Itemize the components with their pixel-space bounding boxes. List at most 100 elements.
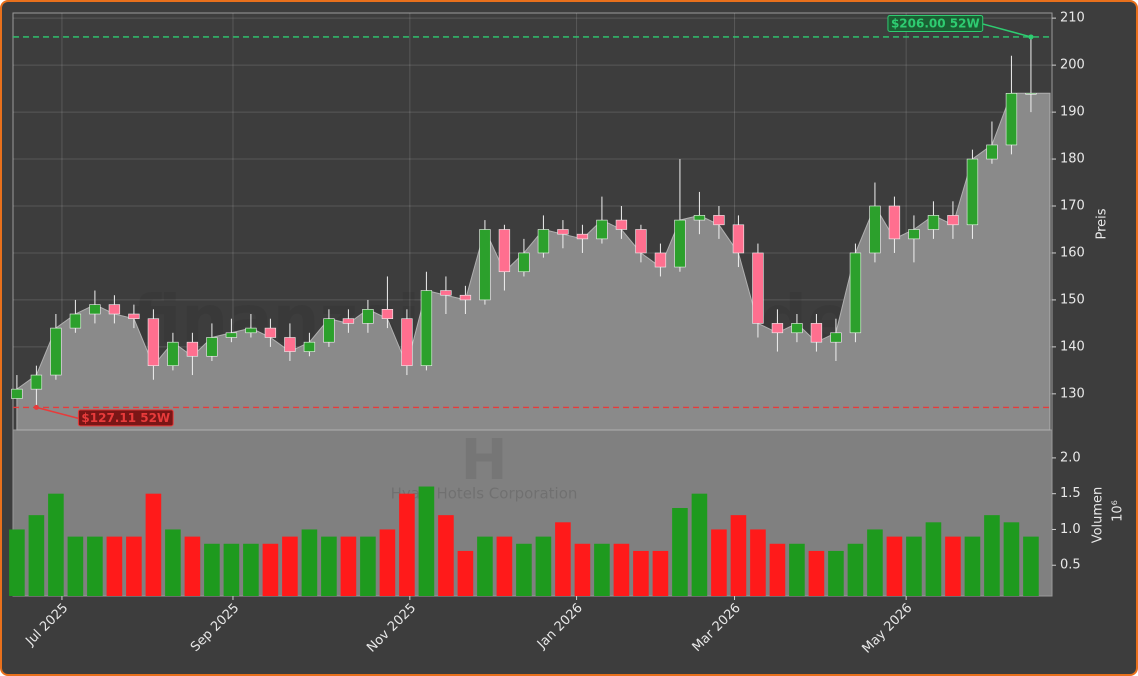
x-tick-label: Jul 2025 bbox=[23, 601, 72, 650]
volume-bar bbox=[672, 507, 688, 596]
candle-body bbox=[11, 388, 23, 399]
volume-bar bbox=[418, 486, 435, 596]
volume-bar bbox=[886, 536, 903, 596]
volume-bar bbox=[243, 543, 259, 596]
volume-bar bbox=[457, 550, 474, 596]
volume-bar bbox=[126, 536, 142, 596]
volume-bar bbox=[106, 536, 123, 596]
x-tick-label: May 2026 bbox=[860, 601, 916, 657]
candle-body bbox=[284, 337, 296, 352]
candle-body bbox=[537, 229, 550, 254]
annotation: $127.11 52W bbox=[77, 409, 174, 427]
candle-body bbox=[50, 327, 62, 376]
candle-body bbox=[615, 219, 628, 230]
candle-body bbox=[966, 158, 979, 226]
candle-body bbox=[1025, 93, 1037, 95]
candle-body bbox=[888, 205, 901, 240]
y-axis-label: Volumen bbox=[1091, 487, 1106, 544]
y-tick-label: 1.5 bbox=[1060, 486, 1081, 501]
candle-body bbox=[479, 229, 491, 301]
volume-bar bbox=[555, 522, 571, 596]
x-tick-label: Sep 2025 bbox=[188, 601, 242, 655]
candle-body bbox=[206, 337, 218, 357]
volume-bar bbox=[789, 543, 805, 596]
candle-body bbox=[693, 215, 706, 221]
candle-body bbox=[947, 215, 959, 226]
candle-body bbox=[576, 233, 589, 240]
volume-bar bbox=[906, 536, 922, 596]
annotation-box bbox=[887, 14, 984, 32]
y-axis-label: Preis bbox=[1095, 208, 1110, 239]
volume-bar bbox=[594, 543, 610, 596]
candle-body bbox=[810, 323, 823, 343]
candle-body bbox=[635, 229, 647, 254]
candle-body bbox=[147, 318, 160, 366]
annotation: $206.00 52W bbox=[887, 14, 984, 32]
volume-bar bbox=[769, 543, 786, 596]
volume-bar bbox=[204, 543, 220, 596]
candle-body bbox=[498, 229, 511, 273]
candle-body bbox=[303, 341, 316, 352]
volume-bar bbox=[496, 536, 513, 596]
volume-bar bbox=[360, 536, 376, 596]
volume-bar bbox=[9, 529, 25, 596]
x-tick-label: Nov 2025 bbox=[364, 601, 419, 656]
candle-body bbox=[108, 304, 121, 315]
volume-bar bbox=[67, 536, 84, 596]
volume-bar bbox=[730, 515, 747, 596]
x-tick-label: Mar 2026 bbox=[690, 601, 744, 655]
volume-bar bbox=[828, 550, 844, 596]
candle-body bbox=[986, 144, 998, 160]
volume-bar bbox=[165, 529, 181, 596]
volume-bar bbox=[340, 536, 357, 596]
y-tick-label: 180 bbox=[1060, 152, 1085, 167]
volume-bar bbox=[1023, 536, 1039, 596]
volume-bar bbox=[750, 529, 766, 596]
volume-bar bbox=[28, 515, 45, 596]
volume-bar bbox=[613, 543, 630, 596]
candle-body bbox=[381, 309, 394, 320]
volume-bar bbox=[399, 493, 415, 596]
volume-bar bbox=[379, 529, 396, 596]
y-tick-label: 210 bbox=[1060, 11, 1085, 26]
y-tick-label: 0.5 bbox=[1060, 558, 1081, 573]
candle-body bbox=[869, 205, 881, 254]
candle-body bbox=[459, 294, 472, 301]
annotation-label: $127.11 52W bbox=[81, 411, 170, 425]
volume-bar bbox=[964, 536, 981, 596]
volume-bar bbox=[633, 550, 649, 596]
volume-bar bbox=[808, 550, 825, 596]
candle-body bbox=[264, 327, 277, 338]
candle-body bbox=[596, 219, 608, 240]
y-tick-label: 2.0 bbox=[1060, 450, 1081, 465]
volume-bar bbox=[535, 536, 552, 596]
volume-bar bbox=[574, 543, 591, 596]
y-tick-label: 160 bbox=[1060, 245, 1085, 260]
annotation-arrow bbox=[982, 23, 1032, 38]
volume-bar bbox=[984, 515, 1000, 596]
candle-body bbox=[186, 341, 199, 357]
candle-body bbox=[752, 252, 764, 324]
candle-body bbox=[362, 309, 374, 324]
y-tick-label: 140 bbox=[1060, 339, 1085, 354]
candle-body bbox=[849, 252, 862, 334]
volume-bar bbox=[223, 543, 240, 596]
candle-body bbox=[927, 215, 940, 230]
candle-body bbox=[518, 252, 530, 273]
candle-body bbox=[830, 332, 842, 343]
candle-body bbox=[557, 229, 569, 235]
watermark-symbol: H bbox=[461, 428, 508, 493]
volume-bar bbox=[1003, 522, 1020, 596]
volume-bar bbox=[282, 536, 298, 596]
y-tick-label: 150 bbox=[1060, 292, 1085, 307]
candle-body bbox=[167, 341, 179, 366]
candle-body bbox=[342, 318, 355, 324]
candle-body bbox=[225, 332, 238, 338]
candle-body bbox=[401, 318, 413, 366]
volume-bar bbox=[477, 536, 493, 596]
volume-bar bbox=[711, 529, 727, 596]
candle-body bbox=[791, 323, 803, 334]
candle-body bbox=[69, 313, 82, 329]
